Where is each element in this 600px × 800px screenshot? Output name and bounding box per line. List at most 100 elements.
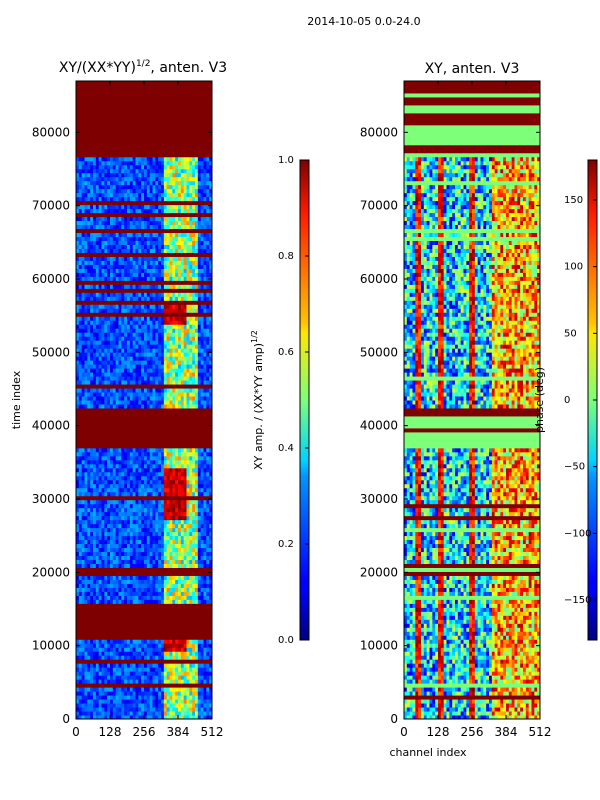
heatmap-cell (189, 547, 193, 553)
heatmap-cell (183, 467, 187, 473)
heatmap-cell (195, 196, 199, 202)
heatmap-cell (124, 699, 128, 704)
heatmap-cell (110, 240, 114, 245)
heatmap-cell (192, 344, 196, 349)
heatmap-cell (141, 503, 145, 509)
heatmap-cell (144, 531, 148, 537)
heatmap-cell (127, 555, 131, 560)
heatmap-cell (124, 667, 128, 672)
heatmap-cell (152, 655, 156, 660)
heatmap-cell (98, 455, 102, 461)
heatmap-cell (78, 388, 83, 393)
heatmap-cell (186, 240, 190, 245)
heatmap-cell (118, 208, 122, 214)
heatmap-cell (132, 400, 136, 405)
heatmap-cell (146, 639, 151, 644)
heatmap-cell (84, 308, 88, 313)
heatmap-cell (135, 695, 139, 700)
heatmap-cell (112, 400, 117, 405)
heatmap-cell (138, 236, 142, 241)
heatmap-cell (180, 695, 185, 700)
heatmap-cell (78, 531, 83, 537)
heatmap-cell (104, 344, 108, 349)
heatmap-cell (144, 707, 148, 712)
heatmap-cell (169, 515, 173, 521)
heatmap-cell (107, 471, 111, 477)
heatmap-cell (200, 707, 204, 712)
heatmap-cell (141, 511, 145, 517)
heatmap-row-flagged (76, 300, 212, 305)
heatmap-cell (146, 304, 151, 309)
heatmap-cell (203, 324, 207, 329)
heatmap-cell (129, 579, 134, 584)
heatmap-cell (81, 539, 85, 545)
heatmap-cell (146, 220, 151, 226)
heatmap-cell (112, 364, 117, 369)
heatmap-cell (115, 316, 119, 321)
heatmap-cell (84, 296, 88, 301)
heatmap-cell (118, 320, 122, 325)
heatmap-cell (127, 248, 131, 253)
heatmap-cell (163, 400, 168, 405)
heatmap-cell (141, 372, 145, 377)
heatmap-cell (78, 507, 83, 513)
heatmap-cell (98, 368, 102, 373)
heatmap-cell (195, 240, 199, 245)
heatmap-cell (197, 663, 202, 668)
heatmap-cell (129, 647, 134, 652)
heatmap-cell (200, 639, 204, 644)
heatmap-cell (95, 403, 100, 409)
heatmap-cell (138, 467, 142, 473)
heatmap-cell (87, 372, 91, 377)
heatmap-cell (149, 276, 153, 281)
heatmap-cell (158, 599, 162, 604)
heatmap-cell (163, 336, 168, 341)
heatmap-cell (175, 675, 179, 680)
heatmap-cell (118, 276, 122, 281)
heatmap-cell (189, 451, 193, 457)
heatmap-cell (118, 292, 122, 297)
heatmap-cell (180, 491, 185, 497)
heatmap-cell (138, 356, 142, 361)
heatmap-cell (81, 507, 85, 513)
heatmap-cell (209, 639, 212, 644)
heatmap-cell (90, 316, 94, 321)
heatmap-cell (186, 308, 190, 313)
heatmap-cell (124, 324, 128, 329)
heatmap-cell (175, 196, 179, 202)
heatmap-cell (189, 711, 193, 716)
heatmap-cell (161, 675, 165, 680)
heatmap-cell (118, 583, 122, 588)
heatmap-cell (155, 308, 159, 313)
heatmap-cell (127, 643, 131, 648)
heatmap-row (76, 675, 212, 680)
heatmap-cell (121, 455, 125, 461)
heatmap-cell (146, 647, 151, 652)
heatmap-cell (107, 192, 111, 198)
heatmap-cell (192, 451, 196, 457)
heatmap-cell (197, 679, 202, 684)
heatmap-cell (107, 675, 111, 680)
heatmap-cell (186, 647, 190, 652)
heatmap-cell (87, 264, 91, 269)
heatmap-cell (169, 244, 173, 249)
heatmap-cell (203, 292, 207, 297)
heatmap-cell (115, 699, 119, 704)
heatmap-cell (146, 196, 151, 202)
heatmap-cell (158, 256, 162, 261)
heatmap-cell (90, 499, 94, 505)
heatmap-cell (144, 695, 148, 700)
heatmap-cell (200, 559, 204, 564)
heatmap-cell (163, 499, 168, 505)
heatmap-cell (161, 575, 165, 580)
heatmap-cell (209, 340, 212, 345)
heatmap-cell (78, 396, 83, 401)
heatmap-cell (87, 475, 91, 481)
heatmap-cell (197, 224, 202, 230)
heatmap-cell (200, 587, 204, 592)
heatmap-cell (169, 332, 173, 337)
heatmap-cell (152, 519, 156, 525)
heatmap-cell (124, 531, 128, 537)
heatmap-cell (81, 691, 85, 696)
heatmap-cell (135, 400, 139, 405)
